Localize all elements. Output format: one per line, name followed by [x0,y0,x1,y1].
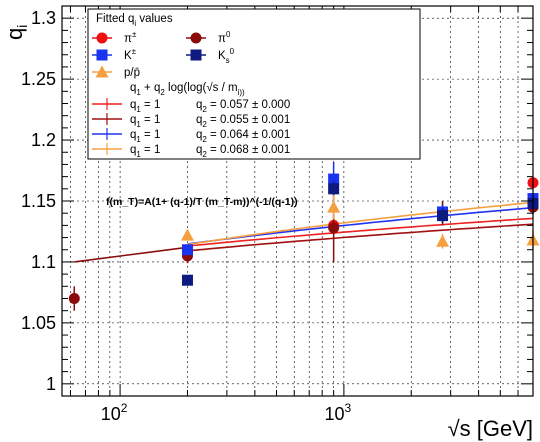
y-tick-label: 1.2 [31,130,56,150]
legend-label: Ks0 [218,47,235,65]
legend-box [87,8,421,160]
legend-label: p/p̄ [124,67,140,79]
legend-marker [95,65,109,78]
fit-curve [187,201,534,246]
y-tick-label: 1.15 [21,191,56,211]
legend-marker [96,49,108,61]
data-point [328,222,340,234]
fit-curve [187,223,534,252]
data-point [436,234,450,247]
data-point [180,228,194,241]
legend-fit-q1: q1 = 1 [130,144,160,159]
x-tick-label: 103 [325,401,352,424]
fit-lines [74,201,534,263]
y-axis-title: qi [2,25,30,40]
legend-fit-q2: q2 = 0.068 ± 0.001 [196,144,290,159]
legend-marker [190,49,202,61]
y-tick-label: 1.3 [31,8,56,28]
legend-fit-q2: q2 = 0.055 ± 0.001 [196,114,290,129]
legend-label: π± [124,30,137,45]
legend-fit-header: q1 + q2 log(log(√s / mi)) [130,81,245,97]
formula-text: f(m_T)=A(1+ (q-1)/T (m_T-m))^(-1/(q-1)) [106,196,298,208]
legend-marker [190,32,202,44]
data-point [68,293,80,304]
fit-curve-extension [74,246,188,263]
data-point [437,210,449,222]
fit-curve [187,217,534,247]
legend-marker [96,32,108,44]
y-tick-label: 1.05 [21,313,56,333]
legend: Fitted qi values π± π0 K± Ks0 p/p̄ q1 + q2 log… [87,8,421,160]
legend-fit-q1: q1 = 1 [130,129,160,144]
legend-fit-q1: q1 = 1 [130,114,160,129]
legend-label: K± [124,47,137,62]
data-point [328,183,340,195]
x-tick-label: 102 [101,401,128,424]
x-axis-title: √s [GeV] [448,416,533,441]
y-tick-label: 1.25 [21,69,56,89]
data-point [181,244,193,256]
formula-annotation: f(m_T)=A(1+ (q-1)/T (m_T-m))^(-1/(q-1)) [106,196,298,208]
legend-fit-q2: q2 = 0.064 ± 0.001 [196,129,290,144]
data-point [327,200,341,213]
y-tick-label: 1.1 [31,252,56,272]
data-point [181,274,193,286]
axes: 1 1.05 1.1 1.15 1.2 1.25 1.3 102 103 √s [GeV] qi [2,6,534,441]
data-point [328,173,340,185]
y-tick-label: 1 [46,374,56,394]
legend-label: π0 [218,30,231,45]
legend-title: Fitted qi values [96,13,173,28]
legend-fit-q2: q2 = 0.057 ± 0.000 [196,99,290,114]
legend-fit-q1: q1 = 1 [130,99,160,114]
